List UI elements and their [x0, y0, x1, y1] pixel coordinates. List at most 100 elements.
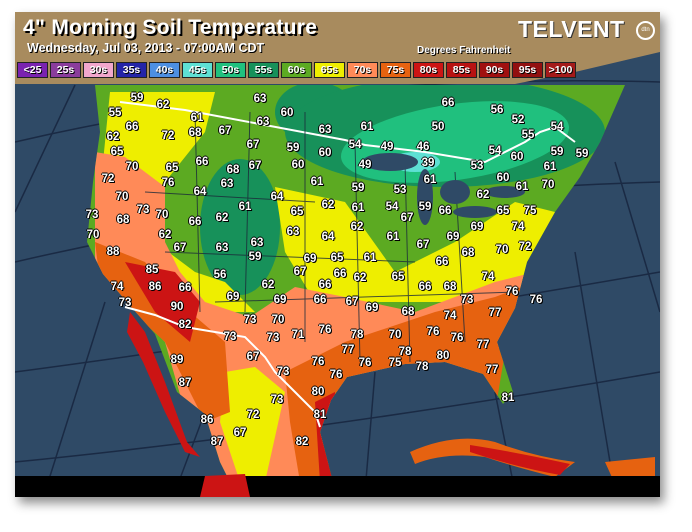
legend-swatch: 25s	[50, 62, 81, 78]
temperature-reading: 59	[286, 142, 300, 154]
temperature-reading: 63	[250, 237, 264, 249]
temperature-reading: 72	[101, 173, 115, 185]
temperature-reading: 72	[518, 241, 532, 253]
temperature-reading: 61	[310, 176, 324, 188]
telvent-logo: TELVENT	[518, 16, 625, 42]
temperature-reading: 69	[226, 291, 240, 303]
temperature-reading: 61	[543, 161, 557, 173]
temperature-reading: 60	[318, 147, 332, 159]
temperature-reading: 66	[418, 281, 432, 293]
temperature-reading: 61	[423, 174, 437, 186]
temperature-reading: 73	[223, 331, 237, 343]
temperature-reading: 86	[200, 414, 214, 426]
temperature-reading: 62	[321, 199, 335, 211]
legend-swatch: >100	[545, 62, 576, 78]
temperature-reading: 66	[188, 216, 202, 228]
temperature-reading: 63	[318, 124, 332, 136]
temperature-reading: 59	[130, 92, 144, 104]
legend-swatch: 45s	[182, 62, 213, 78]
map-title: 4" Morning Soil Temperature	[23, 16, 318, 39]
temperature-reading: 70	[271, 314, 285, 326]
legend-swatch: 70s	[347, 62, 378, 78]
temperature-reading: 60	[280, 107, 294, 119]
temperature-reading: 80	[311, 386, 325, 398]
temperature-reading: 62	[261, 279, 275, 291]
temperature-reading: 59	[248, 251, 262, 263]
temperature-reading: 55	[108, 107, 122, 119]
temperature-reading: 90	[170, 301, 184, 313]
temperature-reading: 66	[195, 156, 209, 168]
temperature-reading: 69	[470, 221, 484, 233]
temperature-reading: 66	[333, 268, 347, 280]
legend-swatch: 80s	[413, 62, 444, 78]
temperature-reading: 67	[246, 351, 260, 363]
bottom-bar	[15, 476, 660, 497]
temperature-reading: 73	[243, 314, 257, 326]
temperature-reading: 69	[303, 253, 317, 265]
temperature-reading: 68	[188, 127, 202, 139]
soil-temperature-map: 4" Morning Soil Temperature Wednesday, J…	[15, 12, 660, 497]
temperature-reading: 63	[286, 226, 300, 238]
legend-swatch: 65s	[314, 62, 345, 78]
temperature-reading: 62	[215, 212, 229, 224]
temperature-reading: 68	[443, 281, 457, 293]
temperature-reading: 69	[273, 294, 287, 306]
temperature-reading: 62	[158, 229, 172, 241]
temperature-reading: 76	[450, 332, 464, 344]
temperature-reading: 77	[488, 307, 502, 319]
temperature-reading: 67	[246, 139, 260, 151]
temperature-reading: 54	[488, 145, 502, 157]
temperature-reading: 64	[321, 231, 335, 243]
temperature-reading: 70	[155, 209, 169, 221]
temperature-reading: 68	[116, 214, 130, 226]
temperature-reading: 73	[460, 294, 474, 306]
legend-swatch: 85s	[446, 62, 477, 78]
temperature-reading: 66	[318, 279, 332, 291]
temperature-reading: 59	[550, 146, 564, 158]
temperature-reading: 87	[178, 377, 192, 389]
temperature-reading: 67	[173, 242, 187, 254]
temperature-reading: 77	[476, 339, 490, 351]
temperature-reading: 62	[476, 189, 490, 201]
legend-swatch: <25	[17, 62, 48, 78]
temperature-reading: 82	[178, 319, 192, 331]
temperature-reading: 67	[293, 266, 307, 278]
baja-peninsula	[127, 312, 200, 457]
temperature-reading: 67	[248, 160, 262, 172]
temperature-reading: 61	[238, 201, 252, 213]
units-label: Degrees Fahrenheit	[417, 45, 511, 56]
temperature-reading: 78	[415, 361, 429, 373]
temperature-reading: 53	[470, 160, 484, 172]
temperature-reading: 70	[86, 229, 100, 241]
temperature-reading: 65	[290, 206, 304, 218]
temperature-reading: 70	[115, 191, 129, 203]
temperature-reading: 80	[436, 350, 450, 362]
temperature-reading: 63	[220, 178, 234, 190]
map-canvas	[15, 12, 660, 497]
temperature-reading: 60	[510, 151, 524, 163]
temperature-reading: 76	[529, 294, 543, 306]
temperature-reading: 62	[350, 221, 364, 233]
temperature-reading: 61	[515, 181, 529, 193]
temperature-reading: 77	[341, 344, 355, 356]
temperature-reading: 59	[418, 201, 432, 213]
temperature-reading: 61	[363, 252, 377, 264]
legend-swatch: 75s	[380, 62, 411, 78]
temperature-reading: 77	[485, 364, 499, 376]
temperature-reading: 62	[106, 131, 120, 143]
temperature-reading: 54	[550, 121, 564, 133]
temperature-reading: 61	[386, 231, 400, 243]
temperature-reading: 63	[215, 242, 229, 254]
map-header: 4" Morning Soil Temperature Wednesday, J…	[15, 12, 660, 84]
color-legend: <25 25s 30s 35s 40s 45s 50s 55s 60s 65s 70s 75s 80s 8…	[17, 62, 576, 78]
temperature-reading: 49	[358, 159, 372, 171]
temperature-reading: 72	[161, 130, 175, 142]
temperature-reading: 67	[218, 125, 232, 137]
temperature-reading: 78	[398, 346, 412, 358]
temperature-reading: 54	[348, 139, 362, 151]
temperature-reading: 63	[253, 93, 267, 105]
temperature-reading: 39	[421, 157, 435, 169]
temperature-reading: 67	[400, 212, 414, 224]
temperature-reading: 69	[446, 231, 460, 243]
temperature-reading: 89	[170, 354, 184, 366]
